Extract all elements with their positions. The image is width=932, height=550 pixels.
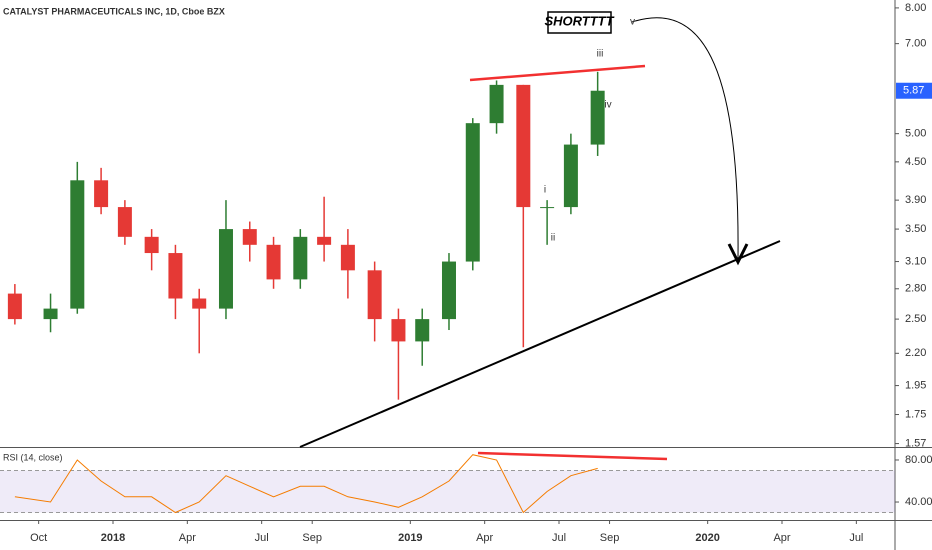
- y-tick-label: 8.00: [905, 2, 926, 14]
- rsi-divergence-line: [477, 451, 668, 461]
- candle-body: [168, 253, 183, 299]
- y-tick-label: 40.00: [905, 496, 932, 508]
- candle-body: [7, 293, 22, 320]
- candle-body: [242, 229, 257, 245]
- annotation: v: [630, 17, 635, 28]
- candle-body: [367, 270, 382, 320]
- candle-body: [441, 261, 456, 320]
- candle-body: [590, 90, 605, 145]
- y-tick-label: 1.75: [905, 408, 926, 420]
- trend-line: [299, 240, 781, 448]
- annotation: ii: [551, 233, 555, 244]
- y-tick-label: 1.95: [905, 379, 926, 391]
- candle-body: [563, 144, 578, 208]
- last-price-box: [896, 82, 932, 99]
- last-price-label: 5.87: [903, 85, 924, 97]
- x-tick-label: Jul: [552, 532, 566, 544]
- y-tick-label: 3.10: [905, 255, 926, 267]
- curved-arrow: [631, 17, 739, 259]
- rsi-band: [0, 470, 895, 513]
- candle-body: [117, 207, 132, 237]
- annotation: SHORTTTT: [544, 13, 614, 28]
- y-tick-label: 7.00: [905, 38, 926, 50]
- y-tick-label: 1.57: [905, 437, 926, 449]
- candle-body: [266, 244, 281, 280]
- candle-body: [94, 180, 109, 208]
- x-tick-label: Apr: [179, 532, 196, 544]
- x-tick-label: 2019: [398, 532, 422, 544]
- x-tick-label: Oct: [30, 532, 47, 544]
- x-tick-label: Apr: [476, 532, 493, 544]
- y-tick-label: 5.00: [905, 128, 926, 140]
- rsi-line: [14, 454, 598, 514]
- candle-body: [465, 123, 480, 262]
- x-tick-label: Jul: [255, 532, 269, 544]
- rsi-title: RSI (14, close): [3, 452, 63, 462]
- candle-body: [516, 84, 531, 208]
- annotation: iv: [604, 100, 611, 111]
- candle-body: [317, 236, 332, 245]
- y-tick-label: 4.50: [905, 156, 926, 168]
- resistance-line: [469, 64, 646, 82]
- y-tick-label: 2.20: [905, 347, 926, 359]
- candle-body: [540, 207, 555, 209]
- x-tick-label: 2018: [101, 532, 125, 544]
- y-tick-label: 2.80: [905, 283, 926, 295]
- annotation: i: [544, 185, 546, 196]
- arrow-head: [727, 243, 749, 266]
- annotation-box: [547, 11, 612, 34]
- candle-body: [43, 308, 58, 320]
- y-tick-label: 80.00: [905, 454, 932, 466]
- candle-body: [192, 298, 207, 309]
- x-tick-label: Jul: [849, 532, 863, 544]
- candle-body: [340, 244, 355, 271]
- x-tick-label: Sep: [302, 532, 322, 544]
- candle-body: [391, 319, 406, 342]
- candle-body: [70, 180, 85, 309]
- y-tick-label: 3.90: [905, 194, 926, 206]
- x-tick-label: Sep: [600, 532, 620, 544]
- x-tick-label: 2020: [695, 532, 719, 544]
- y-tick-label: 2.50: [905, 313, 926, 325]
- annotation: iii: [597, 49, 604, 60]
- candle-body: [489, 84, 504, 124]
- candle-body: [415, 319, 430, 342]
- candle-body: [218, 229, 233, 309]
- candle-body: [293, 236, 308, 280]
- x-tick-label: Apr: [773, 532, 790, 544]
- candle-body: [144, 236, 159, 254]
- y-tick-label: 3.50: [905, 223, 926, 235]
- chart-title: CATALYST PHARMACEUTICALS INC, 1D, Cboe B…: [3, 6, 225, 16]
